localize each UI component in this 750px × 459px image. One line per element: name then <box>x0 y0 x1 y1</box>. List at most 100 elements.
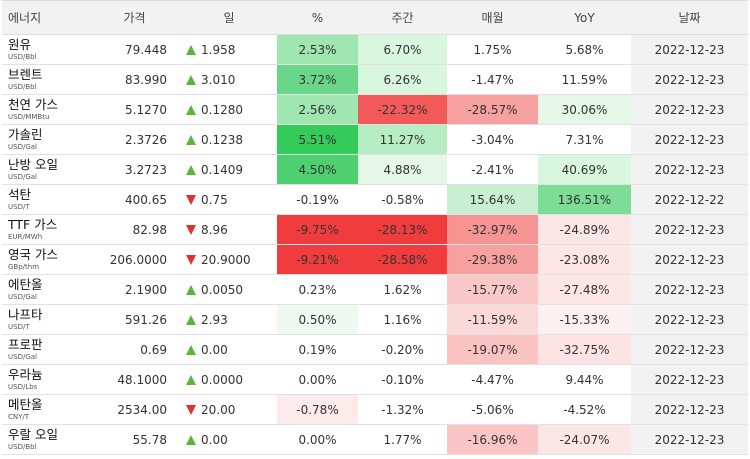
percent-cell: -0.19% <box>277 184 358 215</box>
yoy-cell: 9.44% <box>538 364 631 395</box>
yoy-cell: 7.31% <box>538 124 631 155</box>
commodity-unit: EUR/MWh <box>8 232 43 241</box>
table-row[interactable]: 우라늄 USD/Lbs 48.1000 0.0000 0.00% -0.10% -4.47%… <box>2 364 748 395</box>
commodity-cell[interactable]: 석탄 USD/T <box>2 184 88 215</box>
table-row[interactable]: 에탄올 USD/Gal 2.1900 0.0050 0.23% 1.62% -15.77% -… <box>2 274 748 305</box>
commodity-cell[interactable]: 난방 오일 USD/Gal <box>2 154 88 185</box>
header-yoy[interactable]: YoY <box>538 0 631 35</box>
change-value: 20.9000 <box>201 252 251 267</box>
price-cell: 5.1270 <box>88 94 181 125</box>
date-cell: 2022-12-23 <box>631 214 748 245</box>
table-row[interactable]: 영국 가스 GBp/thm 206.0000 20.9000 -9.21% -28.58%… <box>2 244 748 275</box>
percent-cell: 4.50% <box>277 154 358 185</box>
header-day[interactable]: 일 <box>181 0 277 35</box>
change-value: 0.00 <box>201 432 228 447</box>
price-cell: 83.990 <box>88 64 181 95</box>
commodity-name[interactable]: 나프타 <box>8 307 43 323</box>
week-cell: -28.58% <box>358 244 447 275</box>
table-row[interactable]: 프로판 USD/Gal 0.69 0.00 0.19% -0.20% -19.07% -32.… <box>2 334 748 365</box>
commodity-cell[interactable]: 나프타 USD/T <box>2 304 88 335</box>
percent-cell: 2.56% <box>277 94 358 125</box>
commodity-name[interactable]: 영국 가스 <box>8 247 58 263</box>
change-value: 0.1238 <box>201 132 243 147</box>
commodity-unit: USD/Gal <box>8 292 37 301</box>
month-cell: -5.06% <box>447 394 538 425</box>
month-cell: -29.38% <box>447 244 538 275</box>
month-cell: -19.07% <box>447 334 538 365</box>
header-week[interactable]: 주간 <box>358 0 447 35</box>
date-cell: 2022-12-23 <box>631 244 748 275</box>
week-cell: 6.26% <box>358 64 447 95</box>
week-cell: -0.10% <box>358 364 447 395</box>
week-cell: -28.13% <box>358 214 447 245</box>
commodity-name[interactable]: 우랄 오일 <box>8 427 58 443</box>
price-cell: 55.78 <box>88 424 181 455</box>
change-value: 20.00 <box>201 402 236 417</box>
table-row[interactable]: 나프타 USD/T 591.26 2.93 0.50% 1.16% -11.59% -15.3… <box>2 304 748 335</box>
commodity-name[interactable]: 석탄 <box>8 187 32 203</box>
commodity-name[interactable]: TTF 가스 <box>8 217 58 233</box>
arrow-up-icon <box>186 434 196 445</box>
change-cell: 3.010 <box>181 64 277 95</box>
week-cell: 1.62% <box>358 274 447 305</box>
header-month[interactable]: 매월 <box>447 0 538 35</box>
table-row[interactable]: 석탄 USD/T 400.65 0.75 -0.19% -0.58% 15.64% 136.5… <box>2 184 748 215</box>
commodity-cell[interactable]: TTF 가스 EUR/MWh <box>2 214 88 245</box>
table-header: 에너지 가격 일 % 주간 매월 YoY 날짜 <box>2 0 748 35</box>
arrow-down-icon <box>186 194 196 205</box>
table-row[interactable]: 난방 오일 USD/Gal 3.2723 0.1409 4.50% 4.88% -2.41%… <box>2 154 748 185</box>
arrow-up-icon <box>186 284 196 295</box>
commodity-cell[interactable]: 우라늄 USD/Lbs <box>2 364 88 395</box>
commodity-name[interactable]: 메탄올 <box>8 397 43 413</box>
commodity-cell[interactable]: 영국 가스 GBp/thm <box>2 244 88 275</box>
week-cell: 11.27% <box>358 124 447 155</box>
header-date[interactable]: 날짜 <box>631 0 748 35</box>
commodity-unit: USD/Gal <box>8 172 37 181</box>
table-row[interactable]: 원유 USD/Bbl 79.448 1.958 2.53% 6.70% 1.75% 5.68%… <box>2 34 748 65</box>
commodity-name[interactable]: 천연 가스 <box>8 97 58 113</box>
header-percent[interactable]: % <box>277 0 358 35</box>
table-row[interactable]: 메탄올 CNY/T 2534.00 20.00 -0.78% -1.32% -5.06% -4… <box>2 394 748 425</box>
date-cell: 2022-12-23 <box>631 364 748 395</box>
commodity-cell[interactable]: 에탄올 USD/Gal <box>2 274 88 305</box>
arrow-down-icon <box>186 224 196 235</box>
yoy-cell: -23.08% <box>538 244 631 275</box>
commodity-name[interactable]: 우라늄 <box>8 367 43 383</box>
commodity-cell[interactable]: 우랄 오일 USD/Bbl <box>2 424 88 455</box>
commodity-name[interactable]: 난방 오일 <box>8 157 58 173</box>
commodity-cell[interactable]: 메탄올 CNY/T <box>2 394 88 425</box>
arrow-up-icon <box>186 134 196 145</box>
commodity-name[interactable]: 프로판 <box>8 337 43 353</box>
percent-cell: 0.00% <box>277 364 358 395</box>
commodity-cell[interactable]: 브렌트 USD/Bbl <box>2 64 88 95</box>
change-value: 3.010 <box>201 72 236 87</box>
commodity-cell[interactable]: 천연 가스 USD/MMBtu <box>2 94 88 125</box>
table-row[interactable]: 천연 가스 USD/MMBtu 5.1270 0.1280 2.56% -22.32% -2… <box>2 94 748 125</box>
table-row[interactable]: 우랄 오일 USD/Bbl 55.78 0.00 0.00% 1.77% -16.96% -2… <box>2 424 748 455</box>
commodity-cell[interactable]: 원유 USD/Bbl <box>2 34 88 65</box>
table-row[interactable]: 브렌트 USD/Bbl 83.990 3.010 3.72% 6.26% -1.47% 11.… <box>2 64 748 95</box>
commodity-name[interactable]: 브렌트 <box>8 67 43 83</box>
price-cell: 400.65 <box>88 184 181 215</box>
commodity-cell[interactable]: 가솔린 USD/Gal <box>2 124 88 155</box>
commodity-cell[interactable]: 프로판 USD/Gal <box>2 334 88 365</box>
percent-cell: -0.78% <box>277 394 358 425</box>
date-cell: 2022-12-23 <box>631 424 748 455</box>
commodity-unit: USD/T <box>8 322 30 331</box>
header-energy[interactable]: 에너지 <box>2 0 88 35</box>
table-row[interactable]: TTF 가스 EUR/MWh 82.98 8.96 -9.75% -28.13% -32.9… <box>2 214 748 245</box>
change-value: 8.96 <box>201 222 228 237</box>
commodity-name[interactable]: 에탄올 <box>8 277 43 293</box>
percent-cell: 0.19% <box>277 334 358 365</box>
week-cell: -0.20% <box>358 334 447 365</box>
commodity-name[interactable]: 원유 <box>8 37 32 53</box>
commodity-name[interactable]: 가솔린 <box>8 127 43 143</box>
header-price[interactable]: 가격 <box>88 0 181 35</box>
table-row[interactable]: 가솔린 USD/Gal 2.3726 0.1238 5.51% 11.27% -3.04% 7… <box>2 124 748 155</box>
date-cell: 2022-12-23 <box>631 154 748 185</box>
month-cell: -1.47% <box>447 64 538 95</box>
change-value: 1.958 <box>201 42 236 57</box>
price-cell: 206.0000 <box>88 244 181 275</box>
date-cell: 2022-12-22 <box>631 184 748 215</box>
